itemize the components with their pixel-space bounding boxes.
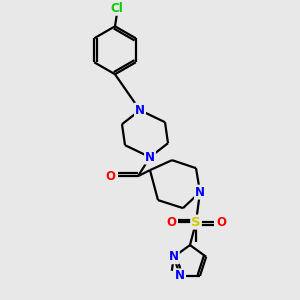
Text: N: N — [135, 104, 145, 117]
Text: N: N — [135, 104, 145, 117]
Text: S: S — [191, 216, 201, 229]
Text: N: N — [169, 250, 179, 263]
Text: N: N — [145, 151, 155, 164]
Text: O: O — [216, 216, 226, 229]
Text: Cl: Cl — [111, 2, 123, 15]
Text: O: O — [166, 216, 176, 229]
Text: N: N — [175, 269, 185, 282]
Text: O: O — [105, 169, 115, 183]
Text: N: N — [195, 186, 205, 199]
